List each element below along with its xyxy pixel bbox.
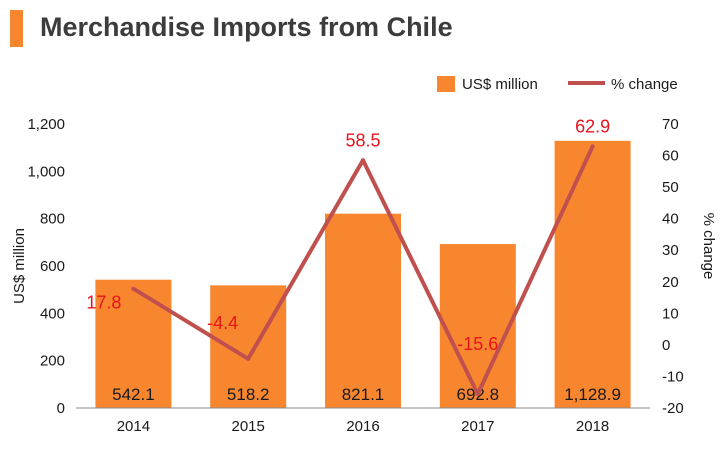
y-tick-left-3: 600 (40, 258, 65, 275)
pct-change-point-2018 (590, 144, 595, 149)
legend-label-bar: US$ million (462, 76, 538, 93)
bar-2017 (439, 244, 516, 408)
y-tick-right-3: 10 (662, 305, 679, 322)
y-tick-left-1: 200 (40, 353, 65, 370)
bar-2018 (554, 140, 631, 408)
y-tick-left-2: 400 (40, 305, 65, 322)
y-tick-right-9: 70 (662, 116, 679, 133)
y-axis-label-right: % change (700, 213, 717, 280)
y-tick-right-1: -10 (662, 368, 684, 385)
bar-value-label-2018: 1,128.9 (564, 385, 621, 404)
y-tick-right-2: 0 (662, 337, 670, 354)
chart-title: Merchandise Imports from Chile (40, 12, 453, 42)
bar-value-label-2014: 542.1 (112, 385, 155, 404)
y-tick-right-4: 20 (662, 274, 679, 291)
x-tick-2017: 2017 (461, 418, 494, 435)
pct-change-point-2016 (361, 158, 365, 163)
pct-change-point-2015 (246, 356, 251, 361)
bar-value-label-2015: 518.2 (227, 385, 270, 404)
bar-2014 (95, 279, 172, 408)
legend-swatch-bar (437, 76, 455, 92)
y-tick-right-7: 50 (662, 179, 679, 196)
x-tick-2016: 2016 (346, 418, 379, 435)
bar-value-label-2016: 821.1 (342, 385, 385, 404)
y-axis-label-left: US$ million (11, 228, 28, 304)
legend-label-line: % change (611, 76, 678, 93)
pct-label-2017: -15.6 (457, 334, 498, 354)
pct-label-2014: 17.8 (86, 293, 121, 313)
pct-label-2015: -4.4 (207, 313, 238, 333)
y-tick-right-8: 60 (662, 148, 679, 165)
pct-label-2018: 62.9 (575, 116, 610, 136)
bar-2016 (325, 213, 401, 408)
pct-label-2016: 58.5 (345, 130, 380, 150)
pct-change-point-2017 (475, 392, 480, 397)
y-tick-left-4: 800 (40, 211, 65, 228)
y-tick-right-0: -20 (662, 400, 684, 417)
title-accent-bar (10, 10, 23, 47)
x-tick-2015: 2015 (232, 418, 265, 435)
y-tick-right-6: 40 (662, 211, 679, 228)
y-tick-right-5: 30 (662, 242, 679, 259)
pct-change-point-2014 (131, 286, 136, 291)
y-tick-left-5: 1,000 (27, 163, 65, 180)
y-tick-left-0: 0 (57, 400, 65, 417)
bar-2015 (210, 285, 287, 408)
y-tick-left-6: 1,200 (27, 116, 65, 133)
x-tick-2018: 2018 (576, 418, 609, 435)
x-tick-2014: 2014 (117, 418, 150, 435)
